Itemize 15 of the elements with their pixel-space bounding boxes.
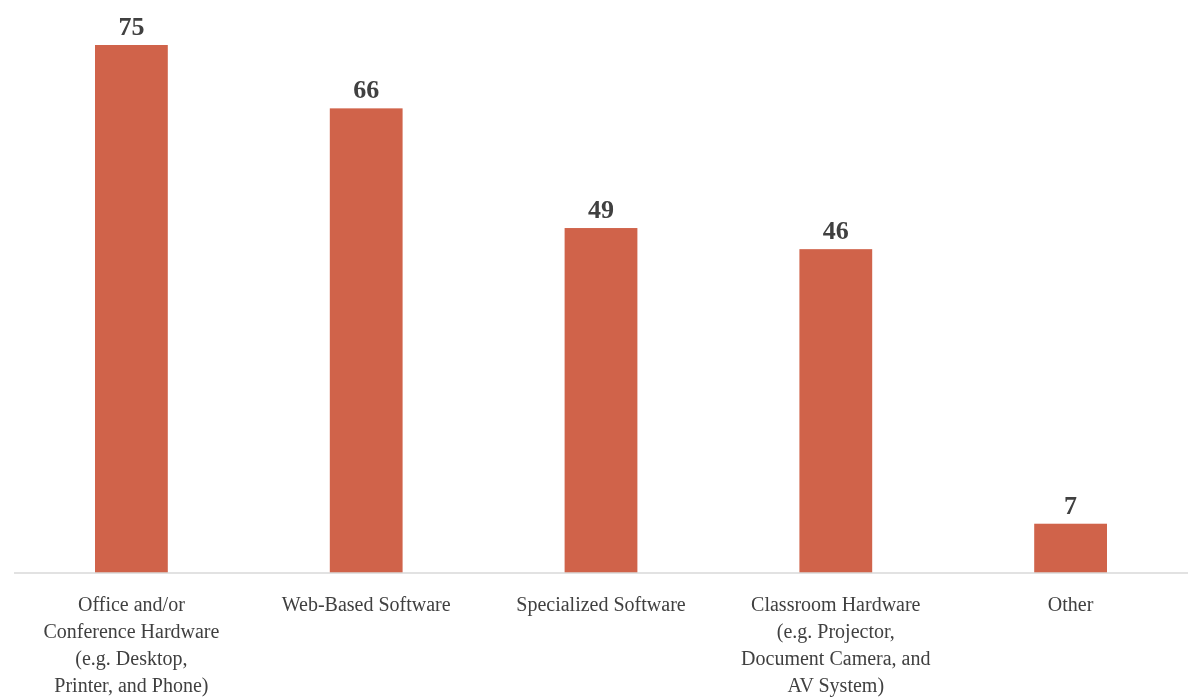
bar [95,45,168,573]
data-label: 75 [118,12,145,41]
bar [1034,523,1107,573]
bar [329,108,403,573]
x-tick-label: Specialized Software [516,593,686,616]
bar [799,249,873,573]
data-label: 46 [822,216,849,246]
data-label: 49 [588,195,614,225]
bar [564,228,638,573]
x-tick-label: Other [1047,593,1094,615]
data-label: 7 [1064,490,1078,520]
data-label: 66 [353,75,380,105]
x-tick-label: Classroom Hardware (e.g. Projector, Document Camera, and AV System) [741,593,931,697]
x-tick-label: Office and/or Conference Hardware (e.g. Desktop, Printer, and Phone) [43,593,220,697]
x-tick-label: Web-Based Software [281,593,451,615]
